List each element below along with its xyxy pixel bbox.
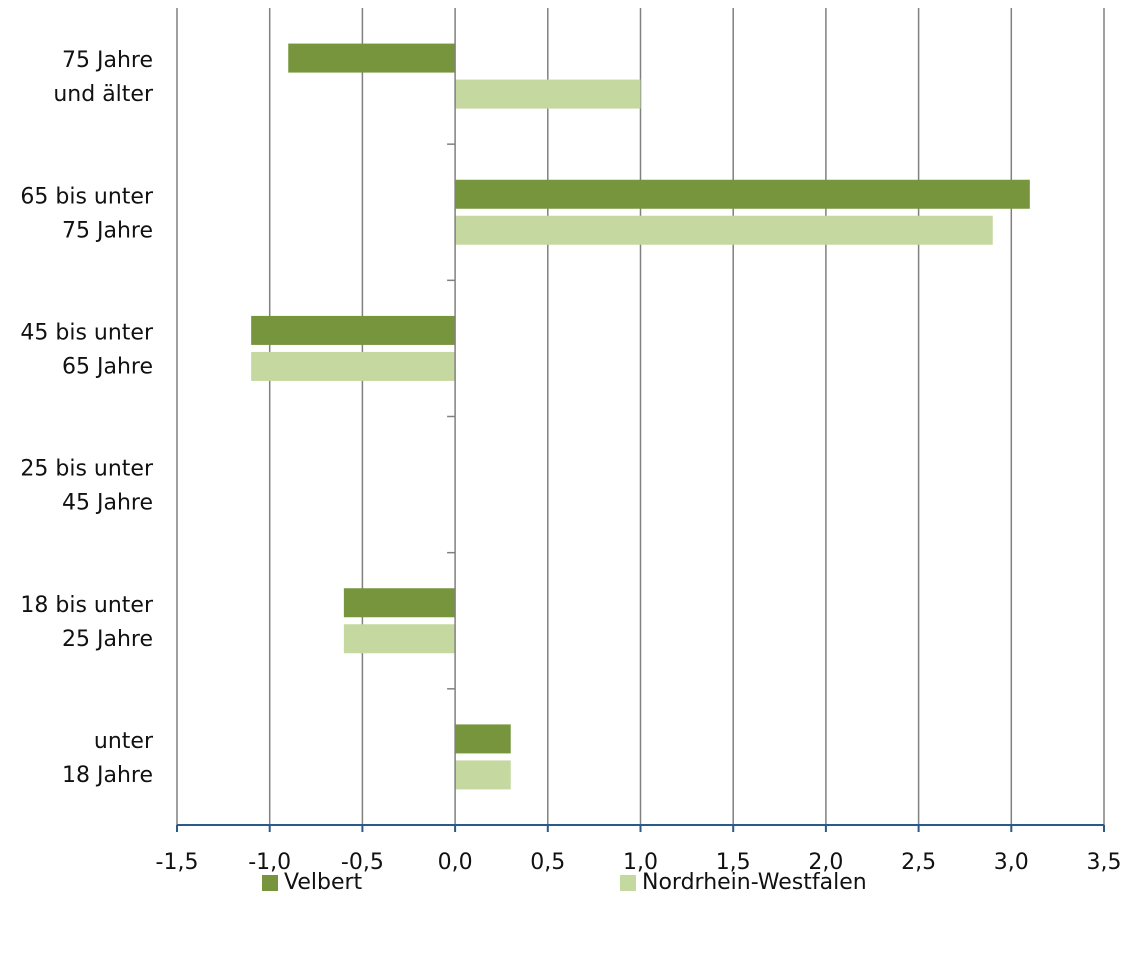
bar-nordrhein-westfalen-2: [251, 352, 455, 381]
bar-nordrhein-westfalen-5: [455, 760, 511, 789]
legend-swatch-nordrhein-westfalen: [620, 875, 636, 891]
bar-velbert-2: [251, 316, 455, 345]
bar-nordrhein-westfalen-1: [455, 216, 993, 245]
legend-label-nordrhein-westfalen: Nordrhein-Westfalen: [642, 870, 867, 895]
category-label-1-line-1: 75 Jahre: [62, 218, 153, 243]
category-label-3-line-0: 25 bis unter: [20, 457, 154, 482]
category-label-1-line-0: 65 bis unter: [20, 184, 154, 209]
bar-velbert-5: [455, 724, 511, 753]
category-label-0-line-0: 75 Jahre: [62, 48, 153, 73]
gridlines: [177, 8, 1104, 825]
legend-item-nordrhein-westfalen: Nordrhein-Westfalen: [620, 870, 867, 895]
category-label-4-line-0: 18 bis unter: [20, 593, 154, 618]
category-label-0-line-1: und älter: [53, 82, 154, 107]
category-label-2-line-1: 65 Jahre: [62, 354, 153, 379]
legend: Velbert Nordrhein-Westfalen: [0, 870, 1122, 910]
bar-velbert-0: [288, 44, 455, 73]
category-label-5-line-0: unter: [94, 729, 154, 754]
legend-item-velbert: Velbert: [262, 870, 362, 895]
bar-velbert-1: [455, 180, 1030, 209]
category-labels: 75 Jahre und älter 65 bis unter 75 Jahre 45 …: [20, 48, 154, 788]
bar-nordrhein-westfalen-0: [455, 80, 640, 109]
legend-label-velbert: Velbert: [284, 870, 362, 895]
category-label-4-line-1: 25 Jahre: [62, 627, 153, 652]
category-label-5-line-1: 18 Jahre: [62, 763, 153, 788]
bar-nordrhein-westfalen-4: [344, 624, 455, 653]
category-label-2-line-0: 45 bis unter: [20, 320, 154, 345]
legend-swatch-velbert: [262, 875, 278, 891]
bar-velbert-4: [344, 588, 455, 617]
category-label-3-line-1: 45 Jahre: [62, 491, 153, 516]
